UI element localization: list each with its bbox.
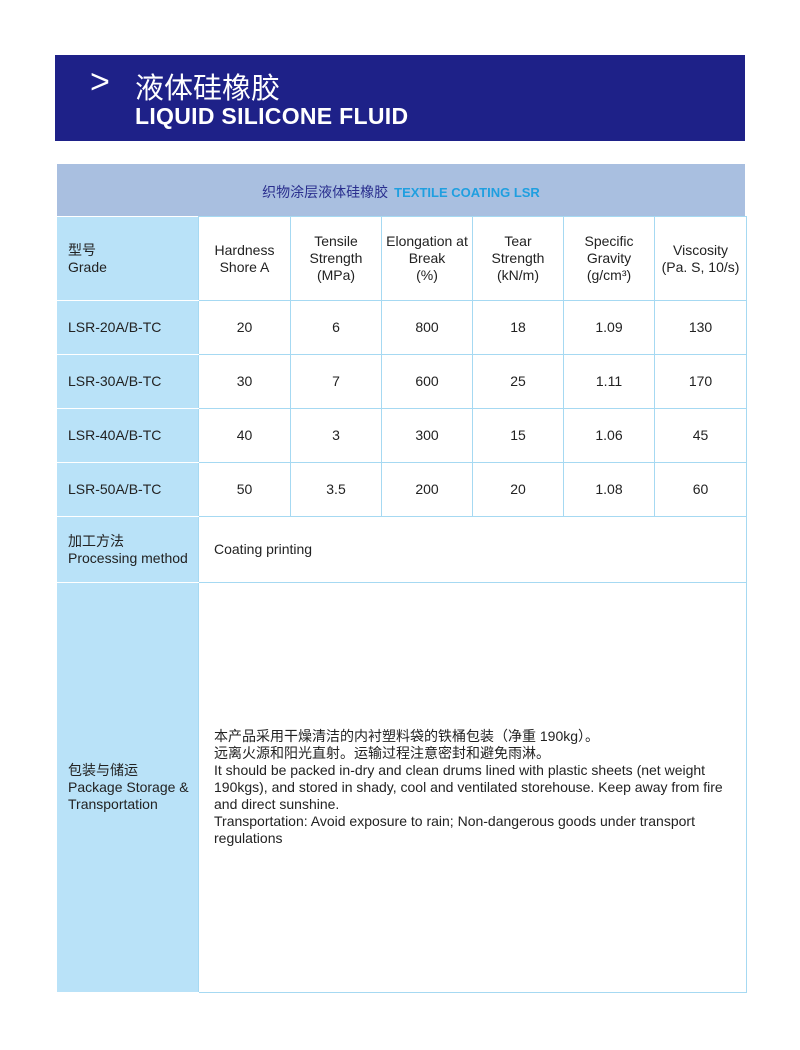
section-title-cn: 织物涂层液体硅橡胶 — [262, 184, 389, 200]
table-cell: 130 — [654, 300, 747, 355]
package-line: 本产品采用干燥清洁的内衬塑料袋的铁桶包装（净重 190kg）。 — [214, 728, 600, 744]
cell-text: (kN/m) — [497, 267, 539, 283]
grade-cell: LSR-50A/B-TC — [57, 462, 199, 517]
table-cell: 200 — [381, 462, 473, 517]
column-header: Elongation at Break (%) — [381, 216, 473, 301]
table-cell: 18 — [472, 300, 564, 355]
package-line: It should be packed in-dry and clean dru… — [214, 762, 723, 812]
table-cell: 3.5 — [290, 462, 382, 517]
processing-label: 加工方法 Processing method — [57, 516, 199, 583]
package-line: Transportation: Avoid exposure to rain; … — [214, 813, 695, 846]
cell-text: 型号 — [68, 241, 96, 258]
table-cell: 30 — [198, 354, 291, 409]
cell-text: Elongation at — [386, 233, 468, 249]
cell-text: (Pa. S, 10/s) — [661, 258, 740, 275]
table-cell: 1.11 — [563, 354, 655, 409]
package-text: 本产品采用干燥清洁的内衬塑料袋的铁桶包装（净重 190kg）。 远离火源和阳光直射… — [198, 582, 747, 993]
section-title: 织物涂层液体硅橡胶 TEXTILE COATING LSR — [57, 164, 745, 216]
cell-text: Specific — [584, 233, 634, 249]
cell-text: Tensile — [314, 233, 358, 249]
table-cell: 25 — [472, 354, 564, 409]
cell-text: Strength — [309, 250, 363, 266]
table-cell: 300 — [381, 408, 473, 463]
section-title-en: TEXTILE COATING LSR — [394, 185, 540, 200]
table-cell: 600 — [381, 354, 473, 409]
cell-text: (MPa) — [316, 267, 356, 283]
column-header: Tear Strength (kN/m) — [472, 216, 564, 301]
page-title-en: LIQUID SILICONE FLUID — [135, 103, 409, 129]
column-header: Viscosity (Pa. S, 10/s) — [654, 216, 747, 301]
table-row: LSR-30A/B-TC 30 7 600 25 1.11 170 — [57, 354, 747, 409]
table-row: LSR-20A/B-TC 20 6 800 18 1.09 130 — [57, 300, 747, 355]
processing-value: Coating printing — [198, 516, 747, 583]
cell-text: Break — [408, 250, 446, 266]
title-banner: > 液体硅橡胶 LIQUID SILICONE FLUID — [55, 55, 745, 141]
column-header: Specific Gravity (g/cm³) — [563, 216, 655, 301]
table-cell: 7 — [290, 354, 382, 409]
column-header: Tensile Strength (MPa) — [290, 216, 382, 301]
table-cell: 1.08 — [563, 462, 655, 517]
table-cell: 60 — [654, 462, 747, 517]
cell-text: Package Storage & — [68, 779, 189, 795]
table-cell: 40 — [198, 408, 291, 463]
table-cell: 6 — [290, 300, 382, 355]
column-header: 型号 Grade — [57, 216, 199, 301]
cell-text: 加工方法 — [68, 532, 124, 549]
cell-text: (%) — [416, 267, 438, 283]
cell-text: 包装与储运 — [68, 762, 138, 778]
cell-text: Grade — [68, 258, 107, 275]
cell-text: Tear — [504, 233, 532, 249]
chevron-right-icon: > — [90, 63, 110, 101]
cell-text: (g/cm³) — [586, 267, 632, 283]
cell-text: Viscosity — [673, 241, 728, 258]
table-cell: 15 — [472, 408, 564, 463]
table-cell: 50 — [198, 462, 291, 517]
table-cell: 3 — [290, 408, 382, 463]
cell-text: Gravity — [586, 250, 632, 266]
column-header: Hardness Shore A — [198, 216, 291, 301]
table-cell: 45 — [654, 408, 747, 463]
spec-table: 型号 Grade Hardness Shore A Tensile Strength (MP… — [57, 216, 747, 993]
package-label: 包装与储运 Package Storage & Transportation — [57, 582, 199, 993]
grade-cell: LSR-20A/B-TC — [57, 300, 199, 355]
grade-cell: LSR-30A/B-TC — [57, 354, 199, 409]
table-cell: 170 — [654, 354, 747, 409]
table-cell: 1.06 — [563, 408, 655, 463]
page-title-cn: 液体硅橡胶 — [135, 73, 281, 105]
table-cell: 1.09 — [563, 300, 655, 355]
processing-row: 加工方法 Processing method Coating printing — [57, 516, 747, 583]
cell-text: Transportation — [68, 796, 158, 812]
grade-cell: LSR-40A/B-TC — [57, 408, 199, 463]
table-row: LSR-50A/B-TC 50 3.5 200 20 1.08 60 — [57, 462, 747, 517]
table-cell: 800 — [381, 300, 473, 355]
table-row: LSR-40A/B-TC 40 3 300 15 1.06 45 — [57, 408, 747, 463]
table-cell: 20 — [472, 462, 564, 517]
package-row: 包装与储运 Package Storage & Transportation 本产品采… — [57, 582, 747, 993]
cell-text: Shore A — [219, 258, 270, 275]
header-row: 型号 Grade Hardness Shore A Tensile Strength (MP… — [57, 216, 747, 301]
cell-text: Hardness — [214, 241, 275, 258]
cell-text: Strength — [491, 250, 545, 266]
package-line: 远离火源和阳光直射。运输过程注意密封和避免雨淋。 — [214, 745, 550, 761]
table-cell: 20 — [198, 300, 291, 355]
cell-text: Processing method — [68, 549, 188, 566]
